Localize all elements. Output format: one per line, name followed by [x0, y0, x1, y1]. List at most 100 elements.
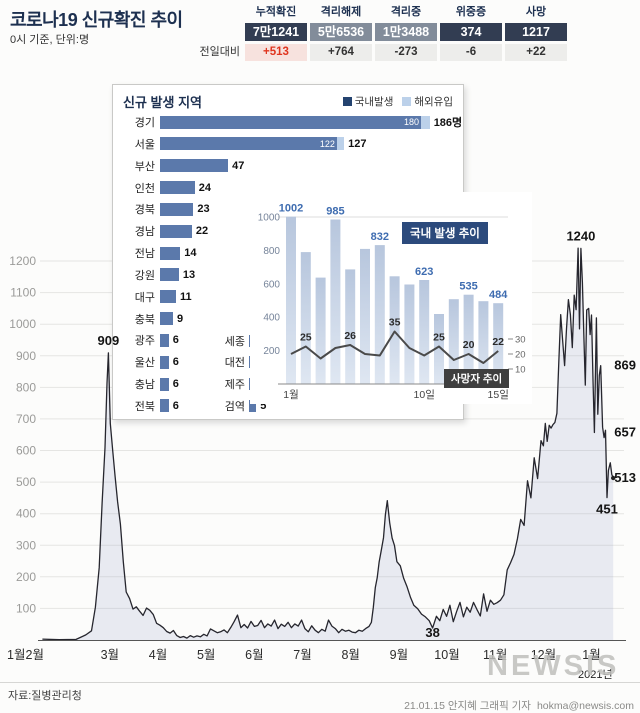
svg-text:25: 25 [300, 332, 312, 344]
region-bar [249, 400, 257, 413]
region-name: 서울 [134, 138, 155, 151]
legend-imported-label: 해외유입 [414, 96, 453, 108]
region-row: 서울 122 127 [121, 137, 457, 151]
region-bar [160, 246, 181, 260]
region-row: 충북 9 [121, 312, 457, 326]
imported-segment [421, 115, 430, 129]
domestic-segment [160, 181, 195, 195]
svg-text:1월: 1월 [283, 389, 299, 401]
svg-text:300: 300 [16, 538, 36, 552]
svg-text:623: 623 [415, 266, 433, 278]
deaths-trend-badge: 사망자 추이 [444, 369, 510, 388]
region-value: 6 [172, 378, 179, 391]
region-value: 24 [198, 181, 212, 194]
inside-value: 122 [319, 138, 335, 149]
region-name: 제주 [224, 379, 245, 392]
region-bar: 180 [160, 115, 430, 129]
svg-text:832: 832 [371, 231, 389, 243]
stats-table: 누적확진 격리해제 격리중 위중증 사망 7만1241 5만6536 1만348… [194, 5, 567, 61]
region-name: 경기 [134, 117, 155, 129]
legend-domestic-swatch [342, 97, 352, 106]
svg-text:600: 600 [263, 279, 280, 290]
svg-text:1월2월: 1월2월 [7, 648, 44, 662]
region-side-row: 검역 5 [217, 399, 266, 413]
svg-text:4월: 4월 [149, 648, 167, 662]
stats-corner [194, 23, 242, 38]
region-row: 전북 6 [121, 399, 457, 413]
region-value: 186명 [433, 117, 463, 129]
region-row: 충남 6 [121, 377, 457, 391]
delta-row-label: 전일대비 [199, 46, 240, 58]
region-name: 부산 [134, 160, 155, 173]
svg-text:26: 26 [344, 330, 356, 342]
stat-value-isolated: 1만3488 [375, 23, 437, 41]
svg-text:20: 20 [463, 339, 475, 351]
domestic-segment [160, 377, 169, 391]
stat-value-deaths: 1217 [505, 23, 567, 41]
domestic-segment [160, 224, 192, 238]
domestic-segment: 122 [160, 137, 337, 151]
svg-text:7월: 7월 [293, 648, 311, 662]
svg-text:22: 22 [492, 336, 504, 348]
svg-text:9월: 9월 [390, 648, 408, 662]
region-name: 전북 [134, 400, 155, 413]
svg-text:400: 400 [263, 313, 280, 324]
region-bar [160, 333, 169, 347]
stat-delta-cumulative: +513 [245, 44, 307, 61]
domestic-segment [160, 290, 176, 304]
region-name: 강원 [134, 269, 155, 282]
credit-text: 21.01.15 안지혜 그래픽 기자 [404, 700, 531, 712]
region-bar [160, 268, 179, 282]
svg-text:35: 35 [389, 317, 401, 329]
region-name: 검역 [224, 401, 245, 414]
region-value: 47 [232, 159, 245, 172]
daily-panel: 200 400 600 800 1000 1002 985 832 623 535 484 25 26 3… [250, 192, 532, 404]
region-name: 전남 [134, 248, 155, 261]
stat-delta-isolated: -273 [375, 44, 437, 61]
region-legend: 국내발생 해외유입 [342, 94, 453, 109]
stat-header-cumulative: 누적확진 [255, 6, 297, 18]
region-value: 14 [184, 247, 197, 260]
legend-item-domestic: 국내발생 [342, 94, 393, 109]
region-name: 충남 [134, 379, 155, 392]
stat-value-released: 5만6536 [310, 23, 372, 41]
region-panel-title: 신규 발생 지역 [123, 95, 202, 110]
domestic-segment [160, 246, 181, 260]
region-row: 대구 11 [121, 290, 457, 304]
region-value: 9 [177, 312, 184, 325]
region-bar [160, 355, 169, 369]
svg-text:8월: 8월 [341, 648, 359, 662]
svg-text:5월: 5월 [197, 648, 215, 662]
svg-text:11월: 11월 [483, 648, 507, 662]
domestic-trend-badge: 국내 발생 추이 [402, 222, 488, 244]
svg-text:1000: 1000 [9, 317, 36, 331]
region-bar [160, 377, 169, 391]
region-bar [160, 224, 192, 238]
region-bar [160, 312, 174, 326]
region-bar [160, 181, 195, 195]
svg-text:10월: 10월 [434, 648, 459, 662]
region-name: 대구 [134, 291, 155, 304]
stat-header-isolated: 격리중 [390, 6, 422, 18]
inside-value: 180 [403, 117, 419, 127]
domestic-segment [160, 202, 194, 216]
domestic-segment [160, 399, 169, 413]
region-value: 13 [182, 268, 196, 281]
region-name: 광주 [134, 335, 155, 348]
region-value: 6 [172, 356, 179, 369]
svg-text:10: 10 [515, 365, 526, 376]
svg-text:3월: 3월 [101, 648, 119, 662]
svg-text:12월: 12월 [531, 648, 556, 662]
svg-text:1100: 1100 [10, 286, 36, 300]
stat-value-critical: 374 [440, 23, 502, 41]
imported-segment [336, 137, 345, 151]
legend-item-imported: 해외유입 [402, 94, 453, 109]
credit-label: 21.01.15 안지혜 그래픽 기자 hokma@newsis.com [398, 698, 634, 713]
region-rows: 경기 180 186명 서울 122 127 부산 47 인천 24 경북 23 경남 22 전남 14 강원 1… [121, 115, 462, 413]
svg-text:400: 400 [16, 507, 36, 521]
footer-divider [0, 682, 640, 683]
region-name: 세종 [224, 335, 245, 348]
stat-delta-deaths: +22 [505, 44, 567, 61]
region-bar [160, 290, 176, 304]
